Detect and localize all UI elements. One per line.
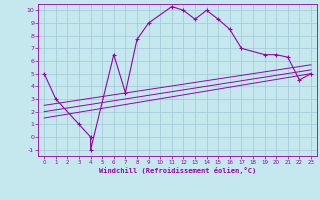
X-axis label: Windchill (Refroidissement éolien,°C): Windchill (Refroidissement éolien,°C) bbox=[99, 167, 256, 174]
